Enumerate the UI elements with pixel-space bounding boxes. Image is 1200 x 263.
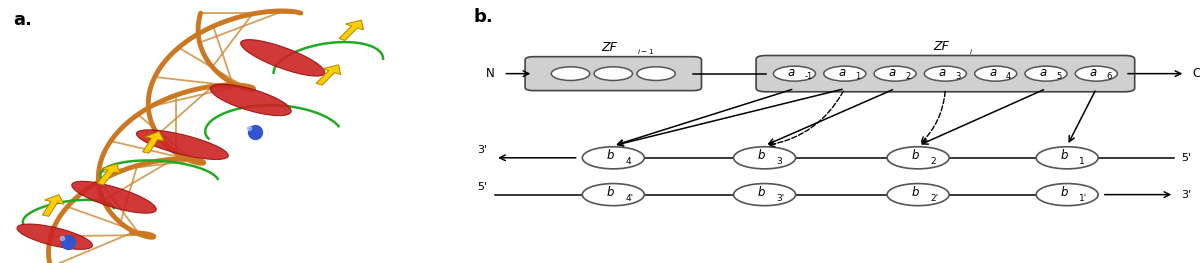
Text: a: a: [788, 65, 796, 79]
Text: -1: -1: [805, 72, 814, 81]
Text: $_{i}$: $_{i}$: [970, 47, 973, 57]
Circle shape: [733, 147, 796, 169]
Circle shape: [1075, 66, 1117, 81]
Circle shape: [733, 184, 796, 206]
Text: 1: 1: [1079, 157, 1085, 166]
Circle shape: [637, 67, 676, 80]
Circle shape: [887, 147, 949, 169]
FancyArrow shape: [42, 195, 64, 216]
Text: a: a: [888, 65, 895, 79]
Text: C: C: [1193, 67, 1200, 80]
Circle shape: [874, 66, 916, 81]
Text: 1: 1: [856, 72, 860, 81]
Ellipse shape: [210, 84, 292, 116]
Text: b.: b.: [473, 8, 493, 26]
Text: 1': 1': [1079, 194, 1087, 203]
Circle shape: [887, 184, 949, 206]
Text: b: b: [758, 186, 766, 199]
Text: 2': 2': [930, 194, 938, 203]
Text: ZF: ZF: [601, 41, 618, 54]
Circle shape: [974, 66, 1016, 81]
Ellipse shape: [17, 224, 92, 249]
Text: a: a: [989, 65, 996, 79]
Circle shape: [1036, 184, 1098, 206]
Text: 4': 4': [625, 194, 634, 203]
Ellipse shape: [137, 130, 228, 159]
Text: 5': 5': [476, 182, 487, 192]
Ellipse shape: [72, 181, 156, 213]
Text: 3': 3': [1182, 190, 1192, 200]
Text: a: a: [938, 65, 946, 79]
Text: N: N: [486, 67, 494, 80]
Text: 2: 2: [930, 157, 936, 166]
Circle shape: [582, 184, 644, 206]
Text: $_{i-1}$: $_{i-1}$: [637, 47, 654, 57]
Text: 3: 3: [955, 72, 961, 81]
FancyBboxPatch shape: [756, 55, 1135, 92]
Text: a.: a.: [13, 11, 32, 28]
Text: b: b: [1061, 149, 1068, 163]
Text: 3: 3: [776, 157, 782, 166]
Text: 5': 5': [1182, 153, 1192, 163]
FancyArrow shape: [340, 20, 364, 41]
Text: a: a: [838, 65, 846, 79]
Text: b: b: [758, 149, 766, 163]
Text: 3': 3': [776, 194, 785, 203]
Text: b: b: [606, 149, 614, 163]
Circle shape: [823, 66, 866, 81]
Circle shape: [1025, 66, 1067, 81]
FancyArrow shape: [97, 164, 120, 185]
Circle shape: [924, 66, 966, 81]
Text: b: b: [606, 186, 614, 199]
Ellipse shape: [241, 40, 325, 76]
Text: 4: 4: [625, 157, 631, 166]
Text: 4: 4: [1006, 72, 1012, 81]
Text: a: a: [1039, 65, 1046, 79]
Text: b: b: [911, 149, 919, 163]
Circle shape: [1036, 147, 1098, 169]
Text: a: a: [1090, 65, 1097, 79]
Text: b: b: [1061, 186, 1068, 199]
Text: b: b: [911, 186, 919, 199]
Text: ZF: ZF: [934, 41, 949, 53]
Text: 5: 5: [1056, 72, 1062, 81]
FancyArrow shape: [143, 132, 164, 153]
Circle shape: [551, 67, 589, 80]
Circle shape: [594, 67, 632, 80]
Circle shape: [582, 147, 644, 169]
Text: 3': 3': [476, 145, 487, 155]
FancyArrow shape: [317, 65, 341, 85]
Text: 6: 6: [1106, 72, 1112, 81]
FancyBboxPatch shape: [526, 57, 702, 90]
Text: 2: 2: [906, 72, 911, 81]
Circle shape: [774, 66, 816, 81]
